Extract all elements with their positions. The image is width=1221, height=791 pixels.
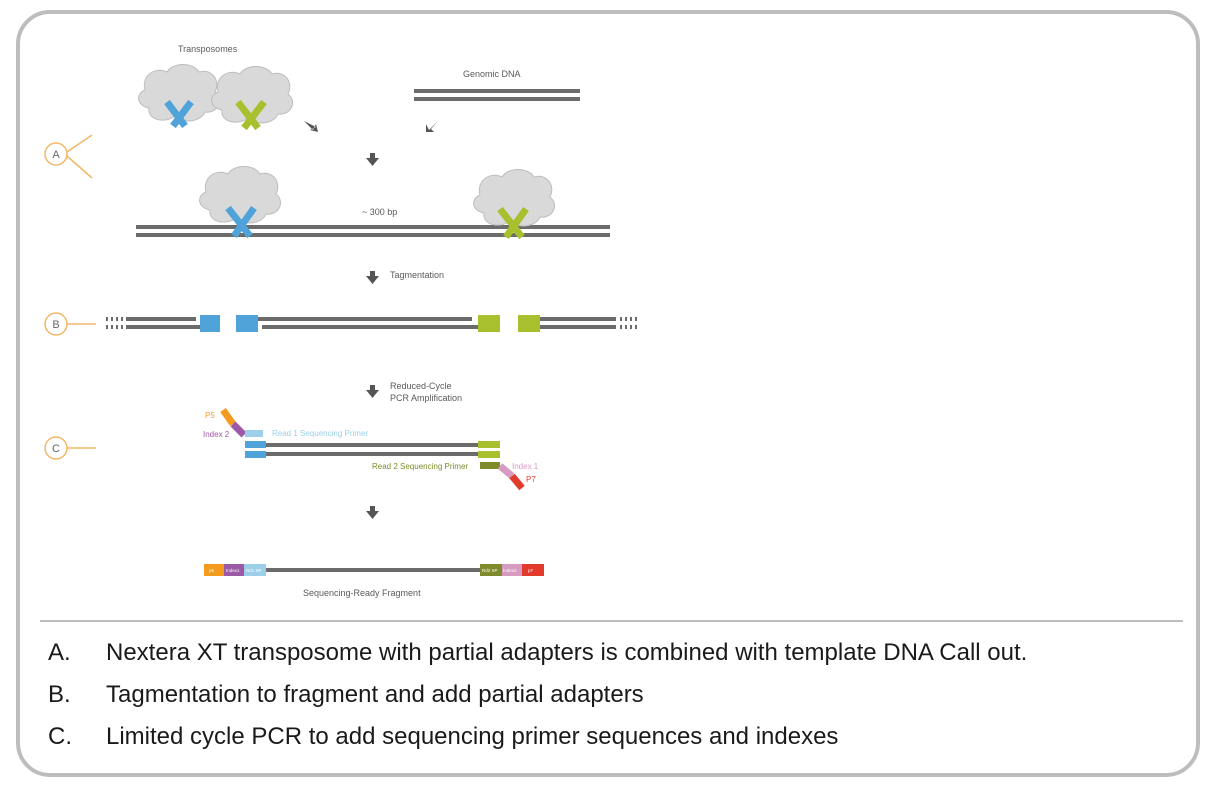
legend: A. Nextera XT transposome with partial a…	[48, 638, 1168, 764]
bound-transposome-blue	[199, 166, 282, 239]
seg-rd2: Rd2 SP	[482, 568, 498, 573]
seg-rd1: Rd1 SP	[246, 568, 262, 573]
bound-transposome-green	[473, 169, 556, 240]
callout-b-letter: B	[52, 319, 59, 331]
legend-text: Limited cycle PCR to add sequencing prim…	[106, 723, 839, 750]
sequencing-ready-label: Sequencing-Ready Fragment	[303, 588, 421, 598]
down-arrow-2	[366, 271, 379, 284]
sequencing-ready-fragment: p5 Index1 Rd1 SP Rd2 SP Index2 p7	[204, 564, 544, 576]
converge-arrow-left	[304, 121, 318, 132]
legend-letter: B.	[48, 681, 71, 708]
converge-arrow-right	[426, 121, 438, 132]
legend-item-c: C. Limited cycle PCR to add sequencing p…	[48, 722, 1168, 764]
legend-letter: C.	[48, 723, 72, 750]
p7-label: P7	[526, 475, 536, 484]
callout-c: C	[44, 436, 96, 460]
callout-c-letter: C	[52, 443, 60, 455]
legend-letter: A.	[48, 639, 71, 666]
transposomes-label: Transposomes	[178, 44, 238, 54]
read1-primer-block	[245, 430, 263, 437]
bp-label: ~ 300 bp	[362, 207, 397, 217]
genomic-dna-label: Genomic DNA	[463, 69, 521, 79]
transposome-green	[211, 66, 294, 131]
fragmented-dna	[106, 317, 637, 329]
index2-label: Index 2	[203, 430, 230, 439]
legend-text: Nextera XT transposome with partial adap…	[106, 639, 1028, 666]
seg-index2: Index1	[226, 568, 240, 573]
down-arrow-4	[366, 506, 379, 519]
p5-index2-adapter	[220, 407, 247, 438]
pcr-fragment	[245, 441, 500, 469]
p5-label: P5	[205, 411, 215, 420]
figure-frame	[16, 10, 1200, 777]
seg-index1: Index2	[503, 568, 517, 573]
genomic-dna	[414, 89, 580, 101]
bound-dna	[136, 225, 610, 237]
transposome-blue	[138, 64, 221, 129]
reduced-cycle-label: Reduced-Cycle	[390, 381, 452, 391]
down-arrow-1	[366, 153, 379, 166]
down-arrow-3	[366, 385, 379, 398]
seg-p7: p7	[528, 568, 534, 573]
divider	[40, 620, 1183, 622]
legend-text: Tagmentation to fragment and add partial…	[106, 681, 644, 708]
index1-label: Index 1	[512, 462, 539, 471]
partial-adapters	[200, 315, 540, 332]
pcr-amplification-label: PCR Amplification	[390, 393, 462, 403]
callout-a-letter: A	[52, 149, 60, 161]
callout-a: A	[44, 134, 93, 179]
callout-b: B	[44, 312, 96, 336]
legend-item-a: A. Nextera XT transposome with partial a…	[48, 638, 1168, 680]
legend-item-b: B. Tagmentation to fragment and add part…	[48, 680, 1168, 722]
tagmentation-label: Tagmentation	[390, 270, 444, 280]
read2-primer-label: Read 2 Sequencing Primer	[372, 462, 468, 471]
read1-primer-label: Read 1 Sequencing Primer	[272, 429, 368, 438]
index1-p7-adapter	[497, 463, 525, 491]
seg-p5: p5	[209, 568, 215, 573]
